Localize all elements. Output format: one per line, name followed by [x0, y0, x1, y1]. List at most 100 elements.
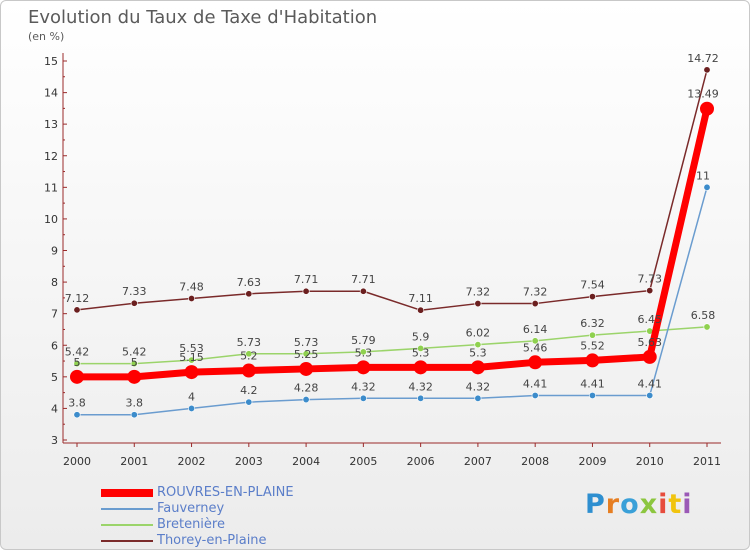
data-label-2-6: 5.9 — [412, 330, 430, 343]
y-tick-label: 14 — [44, 87, 58, 100]
data-point-0-7 — [470, 360, 485, 375]
data-label-1-4: 4.28 — [294, 382, 319, 395]
legend-label-2: Bretenière — [157, 517, 225, 532]
legend-label-1: Fauverney — [157, 501, 225, 516]
data-label-1-11: 11 — [696, 169, 710, 182]
data-point-1-3 — [245, 398, 253, 406]
data-label-2-11: 6.58 — [691, 309, 716, 322]
x-tick-label: 2006 — [407, 455, 435, 468]
y-tick-label: 9 — [51, 245, 58, 258]
data-label-0-10: 5.63 — [637, 336, 662, 349]
chart-legend: ROUVRES-EN-PLAINE Fauverney Bretenière Thor… — [101, 485, 401, 549]
data-point-0-6 — [413, 360, 428, 375]
data-label-1-9: 4.41 — [580, 377, 605, 390]
data-label-1-7: 4.32 — [466, 380, 491, 393]
series-line-0 — [73, 105, 711, 381]
x-tick-label: 2008 — [521, 455, 549, 468]
data-label-2-7: 6.02 — [466, 327, 491, 340]
series-line-1 — [76, 186, 708, 416]
data-point-0-9 — [585, 353, 600, 368]
data-point-1-6 — [417, 394, 425, 402]
data-point-2-9 — [588, 331, 596, 339]
data-label-1-2: 4 — [188, 390, 195, 403]
x-tick-label: 2005 — [349, 455, 377, 468]
y-tick-label: 8 — [51, 276, 58, 289]
x-tick-label: 2007 — [464, 455, 492, 468]
data-point-3-3 — [245, 290, 253, 298]
data-point-0-5 — [356, 360, 371, 375]
y-tick-label: 12 — [44, 150, 58, 163]
data-point-0-2 — [184, 365, 199, 380]
data-point-3-5 — [359, 287, 367, 295]
data-label-0-3: 5.2 — [240, 350, 258, 363]
logo-letter: P — [585, 489, 606, 520]
y-tick-label: 7 — [51, 308, 58, 321]
data-point-1-11 — [703, 183, 711, 191]
y-tick-label: 11 — [44, 181, 58, 194]
data-label-0-2: 5.15 — [179, 351, 204, 364]
legend-label-3: Thorey-en-Plaine — [157, 533, 267, 548]
data-label-0-4: 5.25 — [294, 348, 319, 361]
data-point-2-0 — [73, 360, 81, 368]
data-point-0-11 — [700, 101, 714, 116]
data-point-2-4 — [302, 350, 310, 358]
data-label-3-11: 14.72 — [687, 52, 719, 65]
proxiti-logo: Proxiti — [585, 489, 693, 520]
data-label-1-5: 4.32 — [351, 380, 376, 393]
data-label-3-7: 7.32 — [466, 286, 491, 299]
logo-letter: i — [658, 489, 669, 520]
data-point-1-10 — [646, 391, 654, 399]
data-label-1-10: 4.41 — [637, 377, 662, 390]
x-tick-label: 2010 — [636, 455, 664, 468]
data-label-3-2: 7.48 — [179, 281, 204, 294]
data-point-1-5 — [359, 394, 367, 402]
y-tick-label: 15 — [44, 55, 58, 68]
legend-item-1: Fauverney — [101, 501, 401, 517]
data-label-3-10: 7.73 — [637, 273, 662, 286]
data-label-2-2: 5.53 — [179, 342, 204, 355]
logo-letter: t — [668, 489, 683, 520]
data-label-1-8: 4.41 — [523, 377, 548, 390]
data-point-1-0 — [73, 411, 81, 419]
y-tick-label: 6 — [51, 339, 58, 352]
data-label-2-8: 6.14 — [523, 323, 548, 336]
chart-title: Evolution du Taux de Taxe d'Habitation — [28, 7, 378, 28]
series-line-2 — [76, 326, 708, 365]
legend-label-0: ROUVRES-EN-PLAINE — [157, 485, 294, 500]
data-point-2-3 — [245, 350, 253, 358]
data-label-3-4: 7.71 — [294, 273, 319, 286]
x-tick-label: 2009 — [578, 455, 606, 468]
data-label-1-1: 3.8 — [126, 397, 144, 410]
legend-swatch-3 — [101, 540, 153, 542]
data-point-2-8 — [531, 337, 539, 345]
data-label-2-3: 5.73 — [237, 336, 262, 349]
data-label-3-0: 7.12 — [65, 292, 90, 305]
data-point-0-8 — [528, 355, 543, 370]
data-point-3-1 — [130, 299, 138, 307]
data-point-2-1 — [130, 360, 138, 368]
data-label-0-9: 5.52 — [580, 339, 605, 352]
logo-letter: x — [639, 489, 659, 520]
data-point-2-6 — [417, 344, 425, 352]
data-label-2-0: 5.42 — [65, 346, 90, 359]
data-label-1-3: 4.2 — [240, 384, 258, 397]
data-point-3-0 — [73, 306, 81, 314]
y-tick-label: 10 — [44, 213, 58, 226]
data-label-3-5: 7.71 — [351, 273, 376, 286]
data-label-3-3: 7.63 — [237, 276, 262, 289]
legend-swatch-0 — [101, 489, 153, 497]
data-point-2-11 — [703, 323, 711, 331]
data-point-3-9 — [588, 293, 596, 301]
series-line-3 — [76, 69, 708, 311]
data-point-0-10 — [642, 349, 657, 364]
data-label-3-8: 7.32 — [523, 286, 548, 299]
data-label-3-1: 7.33 — [122, 285, 147, 298]
logo-letter: i — [682, 489, 693, 520]
y-tick-label: 5 — [51, 371, 58, 384]
data-label-1-0: 3.8 — [68, 397, 86, 410]
data-label-0-1: 5 — [131, 356, 138, 369]
data-label-0-8: 5.46 — [523, 341, 548, 354]
data-point-1-4 — [302, 396, 310, 404]
